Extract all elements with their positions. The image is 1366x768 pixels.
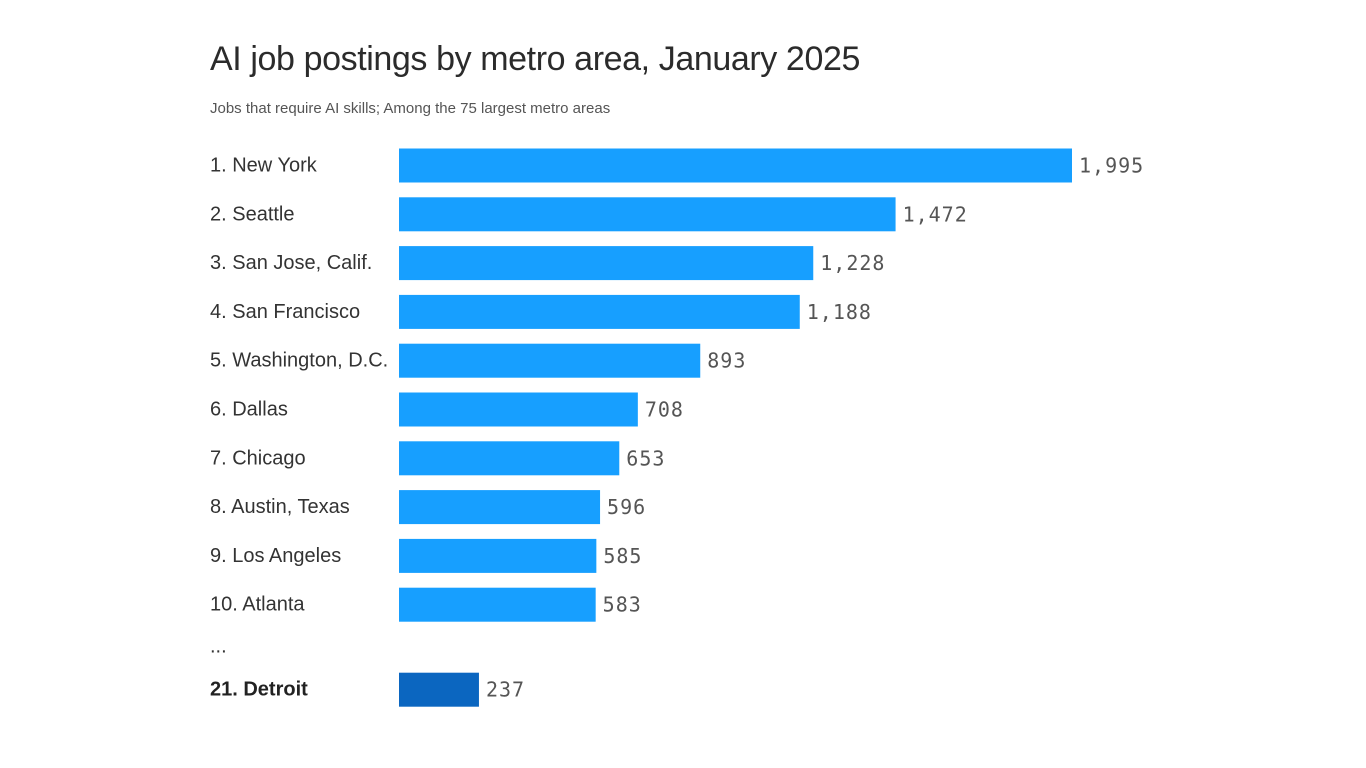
bar (399, 343, 701, 378)
value-label: 1,228 (820, 251, 885, 275)
highlight-bar (399, 672, 479, 707)
category-label: 7. Chicago (210, 447, 306, 469)
bar (399, 392, 638, 427)
category-label: 5. Washington, D.C. (210, 350, 388, 372)
value-label: 708 (645, 398, 684, 422)
chart-title: AI job postings by metro area, January 2… (210, 40, 860, 78)
category-label: 4. San Francisco (210, 301, 360, 323)
value-label: 1,472 (903, 202, 968, 226)
category-label: 10. Atlanta (210, 594, 305, 616)
value-label: 653 (626, 446, 665, 470)
category-label: 1. New York (210, 155, 318, 177)
value-label: 1,188 (807, 300, 872, 324)
value-label: 893 (707, 349, 746, 373)
category-label: 9. Los Angeles (210, 545, 341, 567)
category-label: 3. San Jose, Calif. (210, 252, 372, 274)
ellipsis-separator: ... (210, 636, 227, 658)
bar (399, 490, 601, 525)
highlight-category-label: 21. Detroit (210, 679, 308, 701)
bar (399, 587, 596, 622)
chart-subtitle: Jobs that require AI skills; Among the 7… (210, 100, 611, 117)
bar (399, 294, 800, 329)
category-label: 2. Seattle (210, 203, 295, 225)
value-label: 585 (603, 544, 642, 568)
highlight-value-label: 237 (486, 678, 525, 702)
category-label: 8. Austin, Texas (210, 496, 350, 518)
value-label: 596 (607, 495, 646, 519)
category-label: 6. Dallas (210, 399, 288, 421)
value-label: 583 (603, 593, 642, 617)
bar (399, 197, 896, 232)
bar (399, 538, 597, 573)
bar (399, 441, 620, 476)
bar (399, 246, 814, 281)
bar (399, 148, 1072, 183)
value-label: 1,995 (1079, 154, 1144, 178)
